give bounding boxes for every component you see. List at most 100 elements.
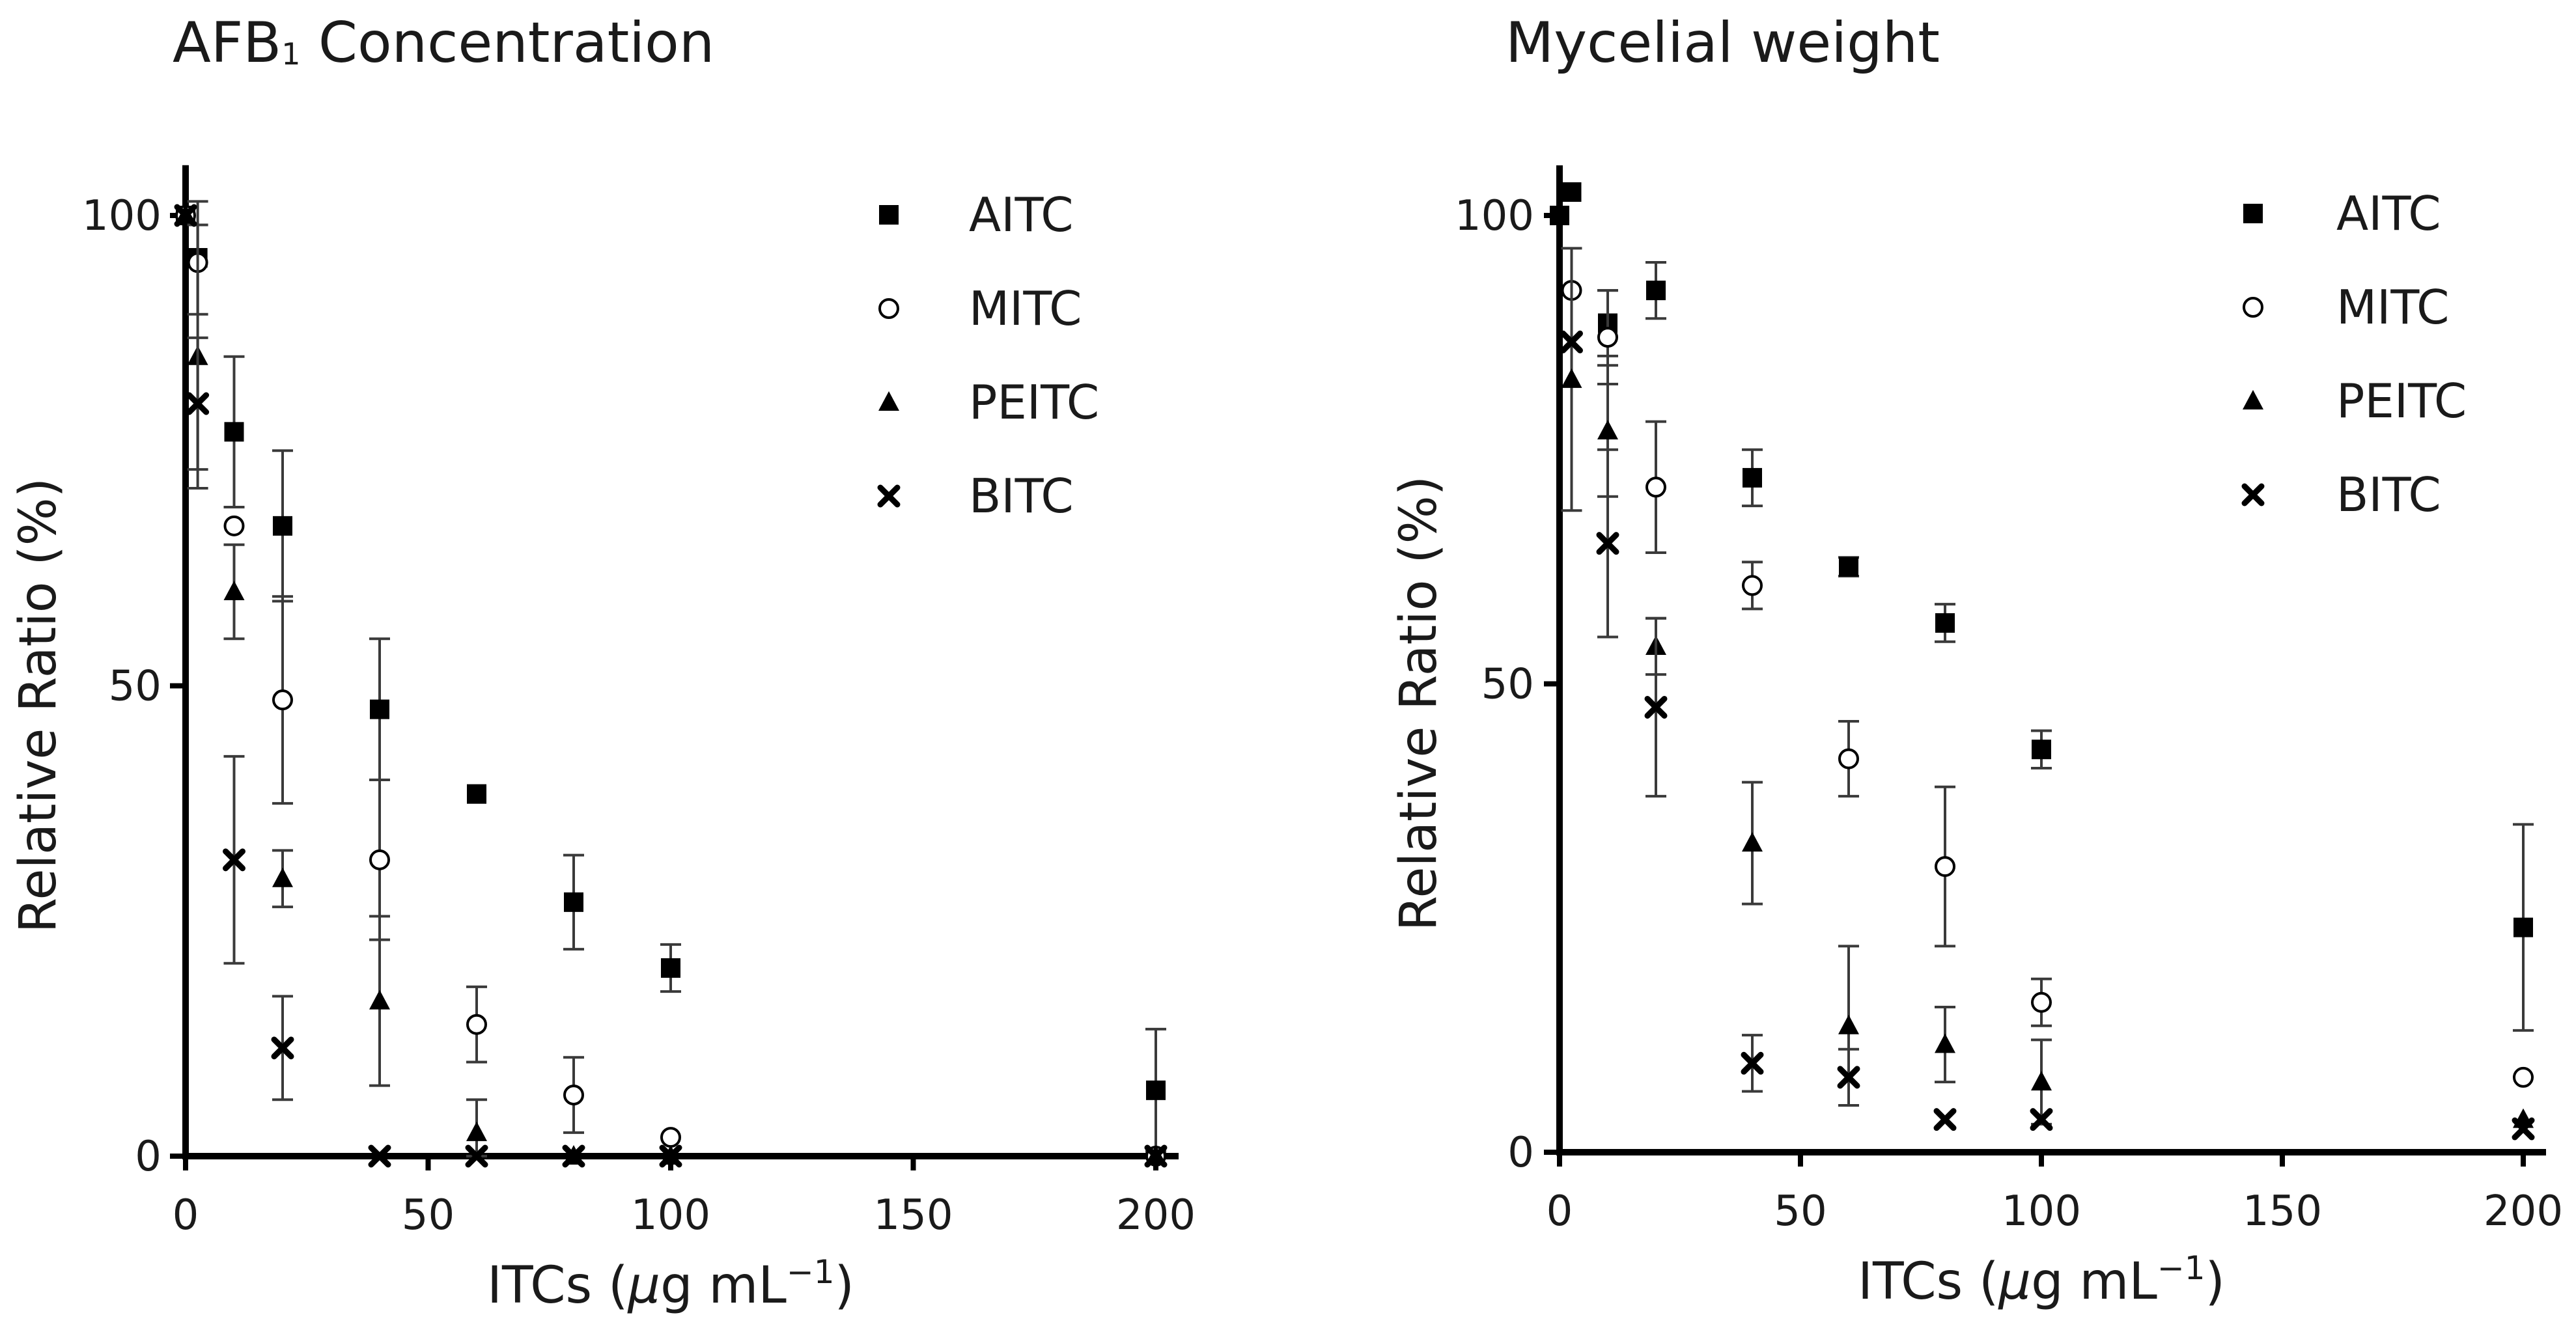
x-tick-label: 200	[2484, 1187, 2563, 1236]
legend-marker-bitc	[2241, 483, 2265, 506]
data-point-aitc	[1550, 206, 1569, 225]
x-tick-label: 150	[2243, 1187, 2322, 1236]
data-point-bitc	[186, 392, 210, 415]
data-point-peitc	[1597, 419, 1618, 439]
data-point-bitc	[2512, 1117, 2535, 1141]
x-axis-title-text: ITCs (	[1858, 1252, 1998, 1311]
data-point-peitc	[272, 867, 293, 887]
data-point-peitc	[1561, 368, 1582, 388]
data-point-aitc	[1935, 613, 1955, 633]
legend: AITC MITC PEITC BITC	[2241, 186, 2467, 522]
data-point-aitc	[1146, 1080, 1166, 1100]
data-point-bitc	[1144, 1144, 1168, 1168]
data-point-mitc	[1742, 575, 1763, 596]
y-tick-label: 50	[1481, 661, 1534, 709]
legend-marker-peitc	[878, 391, 899, 411]
data-point-aitc	[1839, 557, 1858, 577]
x-axis-title-close: )	[835, 1256, 854, 1315]
chart-title-subscript: 1	[281, 36, 300, 72]
legend-label-peitc: PEITC	[2336, 374, 2467, 428]
legend-marker-aitc	[879, 205, 899, 225]
data-point-bitc	[223, 848, 245, 872]
data-point-aitc	[1561, 182, 1582, 202]
data-point-bitc	[271, 1036, 294, 1060]
data-point-aitc	[661, 958, 680, 978]
chart-title-main: Mycelial weight	[1505, 10, 1940, 76]
data-point-bitc	[465, 1144, 488, 1168]
legend-marker-bitc	[877, 484, 901, 508]
data-point-aitc	[2032, 740, 2051, 760]
data-point-mitc	[2513, 1066, 2534, 1088]
data-point-bitc	[174, 204, 197, 227]
legend-marker-aitc	[2243, 204, 2263, 223]
data-point-bitc	[1644, 695, 1668, 719]
data-point-bitc	[1933, 1108, 1957, 1131]
series-aitc	[176, 200, 1166, 1153]
y-tick-label: 100	[82, 192, 161, 240]
data-point-bitc	[1560, 330, 1583, 353]
x-axis-title-exponent: −1	[2157, 1249, 2205, 1287]
data-point-aitc	[467, 784, 486, 804]
x-axis-title-unit: g mL	[660, 1256, 787, 1315]
y-tick-label: 0	[1507, 1129, 1534, 1177]
data-point-mitc	[1935, 856, 1955, 878]
data-point-mitc	[466, 1014, 487, 1035]
x-tick-label: 50	[402, 1191, 455, 1239]
data-point-peitc	[1838, 1014, 1859, 1034]
data-point-peitc	[369, 989, 390, 1010]
series-bitc	[1560, 330, 2535, 1141]
x-tick-label: 100	[2002, 1187, 2081, 1236]
data-point-aitc	[2513, 917, 2533, 937]
data-point-aitc	[273, 516, 292, 536]
legend-marker-mitc	[878, 298, 899, 319]
legend-marker-mitc	[2243, 297, 2263, 318]
data-point-aitc	[1646, 281, 1666, 301]
y-tick-label: 0	[135, 1133, 161, 1181]
y-axis-title: Relative Ratio (%)	[9, 478, 68, 933]
x-axis-title-text: ITCs (	[487, 1256, 628, 1315]
legend-label-aitc: AITC	[969, 187, 1074, 242]
legend-label-bitc: BITC	[969, 469, 1074, 523]
data-point-bitc	[2030, 1108, 2053, 1131]
data-point-aitc	[370, 699, 389, 719]
legend-label-aitc: AITC	[2336, 186, 2441, 241]
x-axis-title-exponent: −1	[787, 1253, 835, 1291]
data-point-mitc	[1597, 327, 1618, 348]
data-point-bitc	[659, 1144, 682, 1168]
data-point-mitc	[223, 515, 245, 536]
chart-title: AFB1 Concentration	[173, 10, 714, 76]
legend-label-peitc: PEITC	[969, 375, 1099, 430]
x-axis-title-mu: μ	[1997, 1252, 2031, 1311]
x-axis-title-unit: g mL	[2031, 1252, 2157, 1311]
data-point-mitc	[1838, 748, 1859, 769]
series-mitc	[175, 205, 1166, 1167]
data-point-mitc	[660, 1127, 681, 1148]
x-tick-label: 150	[873, 1191, 953, 1239]
x-tick-label: 0	[173, 1191, 199, 1239]
data-point-mitc	[272, 689, 293, 711]
data-point-bitc	[368, 1144, 391, 1168]
y-axis-title: Relative Ratio (%)	[1390, 476, 1448, 931]
y-tick-label: 50	[109, 663, 161, 711]
x-axis-title-mu: μ	[626, 1256, 660, 1315]
data-point-mitc	[563, 1085, 584, 1106]
data-point-bitc	[1596, 532, 1619, 555]
x-tick-label: 50	[1774, 1187, 1827, 1236]
legend-marker-peitc	[2243, 390, 2263, 409]
data-point-peitc	[223, 581, 245, 600]
legend: AITC MITC PEITC BITC	[877, 187, 1099, 523]
chart-title-rest: Concentration	[301, 10, 715, 76]
x-axis-title-close: )	[2205, 1252, 2225, 1311]
data-point-bitc	[1837, 1066, 1860, 1089]
data-point-mitc	[2031, 991, 2052, 1013]
x-tick-label: 200	[1116, 1191, 1196, 1239]
series-bitc	[174, 204, 1168, 1168]
legend-label-mitc: MITC	[969, 281, 1082, 336]
x-axis-title: ITCs (μg mL−1)	[1858, 1249, 2225, 1311]
data-point-peitc	[2031, 1071, 2052, 1091]
data-point-peitc	[466, 1121, 487, 1141]
chart-title: Mycelial weight	[1505, 10, 1940, 76]
